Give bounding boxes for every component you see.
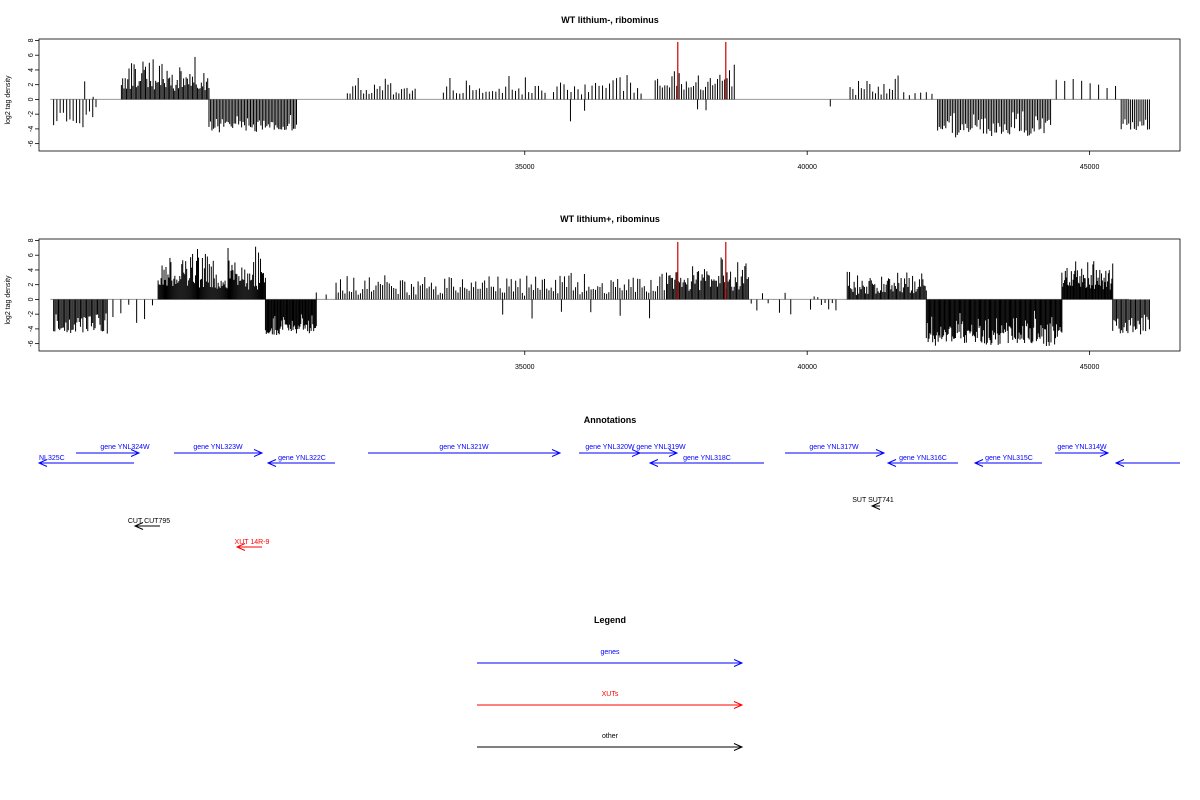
y-tick-label: -4: [28, 326, 35, 332]
arrowhead: [733, 701, 744, 709]
x-tick-label: 40000: [797, 164, 817, 171]
annotation-gene-ynl321w: gene YNL321W: [368, 444, 562, 457]
arrowhead: [733, 743, 744, 751]
legend-items: genes XUTs other: [477, 649, 744, 751]
y-tick-label: 2: [28, 83, 35, 87]
annotations-panel: Annotations NL325C gene YNL324W gene YNL32…: [37, 415, 1180, 551]
track-2-plot-frame: [38, 238, 1181, 352]
feature-label: SUT SUT741: [852, 497, 894, 504]
track-2-y-axis: -6 -4 -2 0 2 4 6 8: [28, 238, 39, 347]
feature-label: CUT CUT795: [128, 518, 170, 525]
feature-label: gene YNL317W: [809, 444, 859, 451]
feature-label: XUT 14R-9: [235, 539, 270, 546]
track-panel-1: WT lithium-, ribominus -6 -4 -2 0 2 4 6 8 35000…: [5, 15, 1181, 171]
feature-label: gene YNL324W: [100, 444, 150, 451]
feature-label: NL325C: [39, 455, 65, 462]
annotation-gene-ynl318c: gene YNL318C: [648, 455, 764, 467]
annotation-gene-ynl323w: gene YNL323W: [174, 444, 264, 457]
arrowhead: [235, 543, 246, 551]
track-1-title: WT lithium-, ribominus: [561, 15, 659, 25]
y-tick-label: 8: [28, 238, 35, 242]
x-tick-label: 35000: [515, 164, 535, 171]
annotation-xut-14r-9: XUT 14R-9: [235, 539, 270, 551]
track-1-x-axis: 35000 40000 45000: [515, 151, 1099, 171]
track-1-y-axis: -6 -4 -2 0 2 4 6 8: [28, 38, 39, 147]
track-1-plot-frame: [38, 38, 1181, 152]
y-tick-label: -2: [28, 311, 35, 317]
arrowhead: [875, 449, 886, 457]
track-2-y-axis-label: log2 tag density: [5, 275, 12, 325]
feature-label: gene YNL323W: [193, 444, 243, 451]
y-tick-label: -6: [28, 140, 35, 146]
track-1-bars: [50, 41, 1150, 138]
y-tick-label: 4: [28, 68, 35, 72]
legend-item-other: other: [477, 733, 744, 751]
annotation-cut-cut795: CUT CUT795: [128, 518, 170, 530]
feature-label: gene YNL319W: [636, 444, 686, 451]
track-panel-2: WT lithium+, ribominus -6 -4 -2 0 2 4 6 8 35000…: [5, 214, 1181, 371]
y-tick-label: 6: [28, 53, 35, 57]
x-tick-label: 45000: [1080, 164, 1100, 171]
feature-label: gene YNL315C: [985, 455, 1033, 462]
track-1-y-axis-label: log2 tag density: [5, 75, 12, 125]
y-tick-label: -6: [28, 340, 35, 346]
legend-label: XUTs: [602, 691, 619, 698]
arrowhead: [973, 459, 984, 467]
track-2-x-axis: 35000 40000 45000: [515, 351, 1099, 371]
y-tick-label: 2: [28, 283, 35, 287]
arrowhead: [668, 449, 679, 457]
legend-label: genes: [600, 649, 620, 656]
legend-label: other: [602, 733, 619, 740]
arrowhead: [1114, 459, 1125, 467]
track-2-bars: [50, 241, 1150, 346]
feature-label: gene YNL316C: [899, 455, 947, 462]
annotation-gene-ynl324w: gene YNL324W: [76, 444, 150, 457]
y-tick-label: 4: [28, 268, 35, 272]
annotation-gene-ynl314w: gene YNL314W: [1055, 444, 1110, 457]
arrowhead: [266, 459, 277, 467]
x-tick-label: 45000: [1080, 364, 1100, 371]
track-2-title: WT lithium+, ribominus: [560, 214, 660, 224]
annotation-gene-ynl316c: gene YNL316C: [886, 455, 958, 467]
annotation-gene-ynl319w: gene YNL319W: [625, 444, 686, 457]
arrowhead: [886, 459, 897, 467]
arrowhead: [253, 449, 264, 457]
annotation-gene-ynl322c: gene YNL322C: [266, 455, 335, 467]
arrowhead: [133, 522, 144, 530]
annotation-nl325c: NL325C: [37, 455, 134, 467]
arrowhead: [551, 449, 562, 457]
arrowhead: [648, 459, 659, 467]
legend-item-genes: genes: [477, 649, 744, 667]
feature-label: gene YNL322C: [278, 455, 326, 462]
x-tick-label: 35000: [515, 364, 535, 371]
x-tick-label: 40000: [797, 364, 817, 371]
y-tick-label: 0: [28, 97, 35, 101]
y-tick-label: -2: [28, 111, 35, 117]
y-tick-label: -4: [28, 126, 35, 132]
annotation-gene-ynl317w: gene YNL317W: [785, 444, 886, 457]
arrowhead: [130, 449, 141, 457]
annotation-sut-sut741: SUT SUT741: [852, 497, 894, 510]
feature-label: gene YNL320W: [585, 444, 635, 451]
feature-label: gene YNL321W: [439, 444, 489, 451]
legend-title: Legend: [594, 615, 626, 625]
arrowhead: [37, 459, 48, 467]
y-tick-label: 6: [28, 253, 35, 257]
arrowhead: [733, 659, 744, 667]
annotation-gene-ynl320w: gene YNL320W: [579, 444, 642, 457]
annotation-unlabeled-gene: [1114, 459, 1180, 467]
y-tick-label: 8: [28, 38, 35, 42]
legend-panel: Legend genes XUTs other: [477, 615, 744, 751]
annotation-gene-ynl315c: gene YNL315C: [973, 455, 1042, 467]
y-tick-label: 0: [28, 297, 35, 301]
annotations-title: Annotations: [584, 415, 637, 425]
feature-label: gene YNL318C: [683, 455, 731, 462]
legend-item-xuts: XUTs: [477, 691, 744, 709]
arrowhead: [1099, 449, 1110, 457]
annotation-features: NL325C gene YNL324W gene YNL323W gene YNL32…: [37, 444, 1180, 551]
arrowhead: [870, 502, 881, 510]
feature-label: gene YNL314W: [1057, 444, 1107, 451]
